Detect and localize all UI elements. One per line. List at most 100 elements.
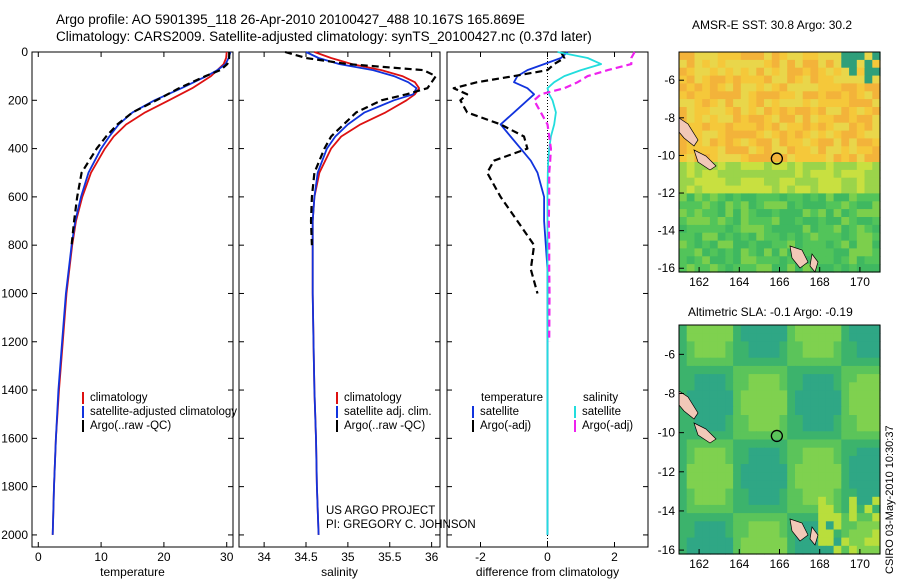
series-line-temperature-argo-adj- (452, 51, 566, 294)
heatmap-cell (756, 162, 765, 171)
heatmap-cell (702, 146, 711, 155)
heatmap-cell (725, 349, 734, 359)
heatmap-cell (818, 341, 827, 351)
heatmap-cell (849, 114, 858, 124)
heatmap-cell (779, 488, 788, 498)
heatmap-cell (825, 91, 835, 100)
heatmap-cell (810, 513, 819, 522)
heatmap-cell (810, 349, 819, 359)
heatmap-cell (825, 232, 835, 242)
heatmap-cell (771, 67, 781, 77)
heatmap-cell (748, 83, 757, 92)
heatmap-cell (841, 232, 850, 242)
heatmap-cell (872, 545, 881, 555)
heatmap-cell (833, 107, 842, 116)
heatmap-cell (849, 146, 858, 155)
legend-label: Argo(-adj) (582, 420, 634, 432)
heatmap-cell (841, 504, 850, 514)
heatmap-cell (779, 114, 788, 124)
heatmap-cell (872, 83, 881, 92)
heatmap-cell (686, 248, 695, 257)
heatmap-cell (694, 169, 703, 179)
heatmap-cell (686, 201, 695, 210)
legend-swatch-argo (336, 420, 338, 432)
heatmap-cell (709, 138, 719, 147)
heatmap-cell (771, 513, 781, 522)
heatmap-cell (764, 185, 773, 195)
heatmap-cell (833, 349, 842, 359)
x-tick-label: 162 (689, 557, 709, 571)
heatmap-cell (679, 83, 688, 92)
heatmap-cell (717, 439, 726, 449)
legend-label: Argo(-adj) (480, 420, 532, 432)
heatmap-cell (856, 480, 866, 490)
heatmap-cell (872, 209, 881, 218)
heatmap-cell (787, 138, 796, 147)
heatmap-cell (740, 209, 750, 218)
heatmap-cell (841, 357, 850, 367)
heatmap-cell (864, 59, 873, 69)
heatmap-cell (864, 480, 873, 490)
heatmap-cell (787, 67, 796, 77)
heatmap-cell (709, 455, 719, 465)
heatmap-cell (733, 504, 742, 514)
heatmap-cell (818, 232, 827, 242)
heatmap-cell (748, 439, 757, 449)
heatmap-cell (825, 169, 835, 179)
heatmap-cell (787, 224, 796, 234)
heatmap-cell (825, 162, 835, 171)
heatmap-cell (849, 154, 858, 163)
heatmap-cell (686, 480, 695, 490)
heatmap-cell (872, 472, 881, 481)
heatmap-cell (810, 472, 819, 481)
legend-label: satellite adj. clim. (344, 406, 432, 418)
heatmap-cell (725, 390, 734, 400)
x-tick-label: 35 (341, 550, 355, 564)
heatmap-cell (679, 472, 688, 481)
heatmap-cell (864, 122, 873, 132)
heatmap-cell (864, 177, 873, 187)
heatmap-cell (841, 209, 850, 218)
heatmap-cell (694, 99, 703, 108)
heatmap-cell (856, 365, 866, 375)
heatmap-cell (864, 390, 873, 400)
heatmap-cell (872, 232, 881, 242)
heatmap-cell (864, 545, 873, 555)
heatmap-cell (802, 341, 811, 351)
heatmap-cell (841, 472, 850, 481)
heatmap-cell (717, 130, 726, 140)
heatmap-cell (694, 349, 703, 359)
heatmap-cell (872, 406, 881, 416)
heatmap-cell (825, 107, 835, 116)
heatmap-cell (825, 423, 835, 432)
heatmap-cell (748, 382, 757, 392)
heatmap-cell (864, 415, 873, 424)
heatmap-cell (771, 529, 781, 539)
heatmap-cell (717, 472, 726, 481)
heatmap-cell (802, 59, 811, 69)
heatmap-cell (694, 333, 703, 342)
heatmap-cell (856, 545, 866, 555)
heatmap-cell (872, 341, 881, 351)
heatmap-cell (771, 256, 781, 265)
heatmap-cell (748, 325, 757, 334)
heatmap-cell (849, 349, 858, 359)
heatmap-cell (833, 154, 842, 163)
heatmap-cell (733, 107, 742, 116)
heatmap-cell (679, 415, 688, 424)
heatmap-cell (841, 529, 850, 539)
heatmap-cell (733, 59, 742, 69)
heatmap-cell (872, 67, 881, 77)
heatmap-cell (725, 162, 734, 171)
heatmap-cell (849, 529, 858, 539)
heatmap-cell (717, 107, 726, 116)
heatmap-cell (717, 162, 726, 171)
heatmap-cell (849, 217, 858, 226)
heatmap-cell (686, 374, 695, 383)
heatmap-cell (709, 99, 719, 108)
heatmap-cell (864, 423, 873, 432)
heatmap-cell (795, 130, 804, 140)
heatmap-cell (764, 114, 773, 124)
heatmap-cell (771, 162, 781, 171)
heatmap-cell (810, 431, 819, 441)
